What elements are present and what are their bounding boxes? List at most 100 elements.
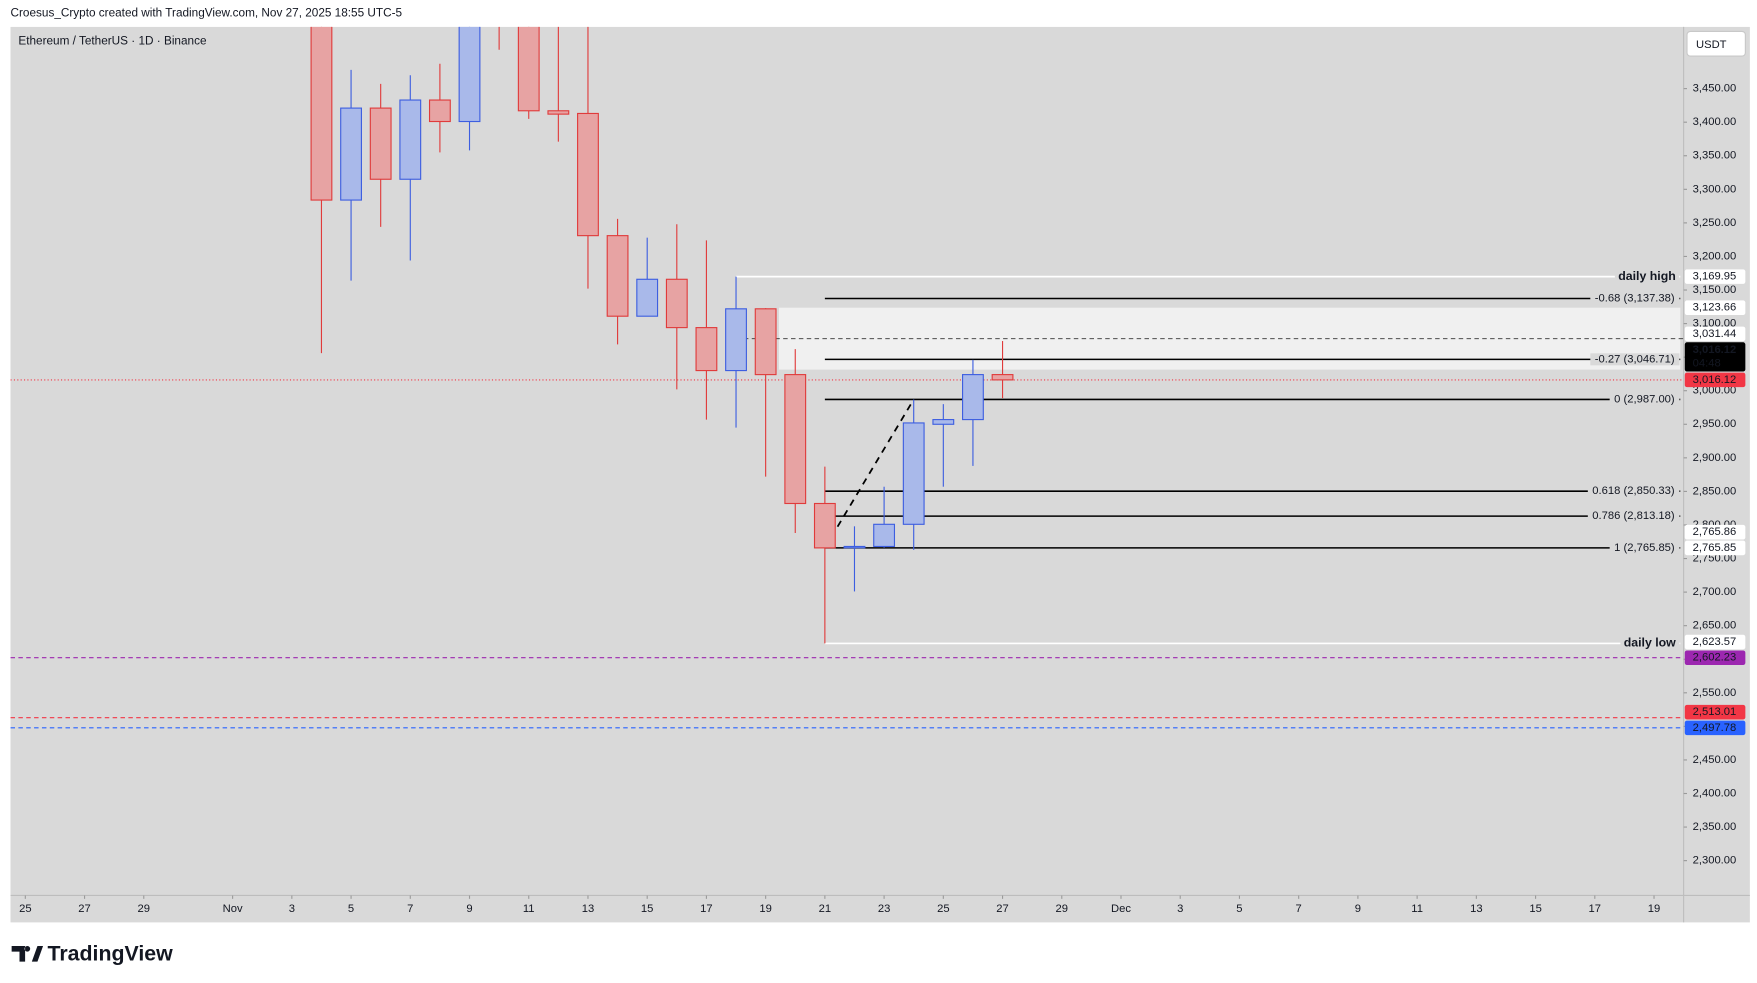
y-tick-label: 2,750.00 (1693, 553, 1737, 565)
attribution: Croesus_Crypto created with TradingView.… (11, 7, 403, 20)
price-label: 2,765.85 (1693, 542, 1737, 554)
currency: USDT (1696, 39, 1727, 51)
fib-label: -0.68 (3,137.38) (1595, 292, 1675, 304)
x-tick-label: 19 (1648, 903, 1660, 915)
x-tick-label: 7 (407, 903, 413, 915)
x-tick-label: 13 (582, 903, 594, 915)
fib-label: 0.618 (2,850.33) (1592, 485, 1675, 497)
x-tick-label: 9 (1355, 903, 1361, 915)
x-tick-label: 3 (289, 903, 295, 915)
candle-body (843, 545, 866, 549)
y-tick-label: 2,700.00 (1693, 586, 1737, 598)
x-tick-label: 29 (1056, 903, 1068, 915)
axes: 3,450.00 3,400.00 3,350.00 3,300.00 3,250.00… (19, 83, 1746, 915)
price-label-bg (1684, 650, 1746, 666)
x-tick-label: 11 (523, 903, 535, 915)
y-tick-label: 3,450.00 (1693, 83, 1737, 95)
y-tick-label: 2,450.00 (1693, 754, 1737, 766)
x-tick-label: 19 (759, 903, 771, 915)
price-label-bg (1684, 524, 1746, 540)
price-label-bg (1684, 704, 1746, 720)
plot: daily high daily low -0.68 (3,137.38) -0.27… (10, 26, 1684, 729)
candle-body (310, 26, 333, 201)
y-tick-label: 3,000.00 (1693, 385, 1737, 397)
price-label: 2,602.23 (1693, 652, 1737, 664)
x-tick-label: 5 (1236, 903, 1242, 915)
zone (778, 307, 1681, 370)
price-label: 3,123.66 (1693, 302, 1737, 314)
price-label-bg (1684, 269, 1746, 284)
x-tick-label: 17 (700, 903, 712, 915)
candle-body (813, 502, 836, 549)
candle-body (962, 374, 984, 421)
logo: TradingView (11, 942, 174, 966)
price-label-bg (1684, 326, 1746, 342)
candle-body (458, 26, 481, 123)
candle-body (577, 112, 599, 237)
x-tick-label: 15 (641, 903, 653, 915)
x-tick-label: 15 (1529, 903, 1541, 915)
x-tick-label: 21 (819, 903, 831, 915)
price-label: 2,765.86 (1693, 526, 1737, 538)
logo-icon (11, 945, 44, 962)
y-tick-label: 2,300.00 (1693, 855, 1737, 867)
y-tick-label: 3,100.00 (1693, 318, 1737, 330)
candle-body (428, 99, 451, 123)
candle-body (932, 419, 955, 425)
candle-body (784, 374, 807, 505)
x-tick-label: 13 (1470, 903, 1482, 915)
chart-title: Ethereum / TetherUS · 1D · Binance (18, 35, 207, 48)
x-tick-label: 11 (1411, 903, 1423, 915)
price-label: 2,497.78 (1693, 722, 1737, 734)
price-label: 2,513.01 (1693, 706, 1737, 718)
fib-label: 1 (2,765.85) (1614, 542, 1675, 554)
candle-body (902, 422, 925, 525)
price-label-bg (1684, 372, 1746, 388)
fib-label-bg (1590, 292, 1680, 305)
extreme-label-bg (1620, 635, 1680, 650)
x-tick-label: 7 (1296, 903, 1302, 915)
fib-label-bg (1609, 541, 1680, 554)
price-label: 3,031.44 (1693, 328, 1737, 340)
fib-label: 0 (2,987.00) (1614, 393, 1675, 405)
y-tick-label: 2,950.00 (1693, 418, 1737, 430)
x-tick-label: 27 (78, 903, 90, 915)
x-tick-label: 25 (19, 903, 31, 915)
y-tick-label: 3,400.00 (1693, 116, 1737, 128)
x-tick-label: 29 (138, 903, 150, 915)
y-tick-label: 3,150.00 (1693, 284, 1737, 296)
candle-body (547, 110, 570, 115)
price-label: 3,016.12 (1693, 344, 1737, 356)
x-tick-label: 3 (1177, 903, 1183, 915)
x-tick-label: 27 (996, 903, 1008, 915)
y-tick-label: 2,550.00 (1693, 687, 1737, 699)
candle-body (725, 308, 747, 372)
candle-body (695, 327, 718, 372)
logo-text: TradingView (48, 942, 174, 966)
fib-label-bg (1590, 353, 1680, 366)
candle-body (665, 278, 688, 329)
candle-body (399, 99, 422, 180)
trendline (824, 398, 915, 549)
candle-body (873, 523, 896, 548)
y-tick-label: 3,250.00 (1693, 217, 1737, 229)
price-label-bg (1684, 720, 1746, 736)
candle-body (340, 107, 362, 201)
x-tick-label: 5 (348, 903, 354, 915)
x-tick-label: Nov (223, 903, 243, 915)
y-tick-label: 2,850.00 (1693, 485, 1737, 497)
candle-body (369, 107, 392, 180)
x-tick-label: 9 (466, 903, 472, 915)
y-tick-label: 2,650.00 (1693, 620, 1737, 632)
fib-label-bg (1587, 485, 1680, 498)
price-label-bg (1684, 634, 1746, 650)
chart-bg (10, 26, 1750, 923)
price-label: 3,169.95 (1693, 271, 1737, 283)
extreme-label-bg (1614, 268, 1680, 283)
x-tick-label: 25 (937, 903, 949, 915)
price-label-bg (1684, 540, 1746, 556)
price-label: 3,016.12 (1693, 374, 1737, 386)
candle-body (606, 235, 629, 317)
